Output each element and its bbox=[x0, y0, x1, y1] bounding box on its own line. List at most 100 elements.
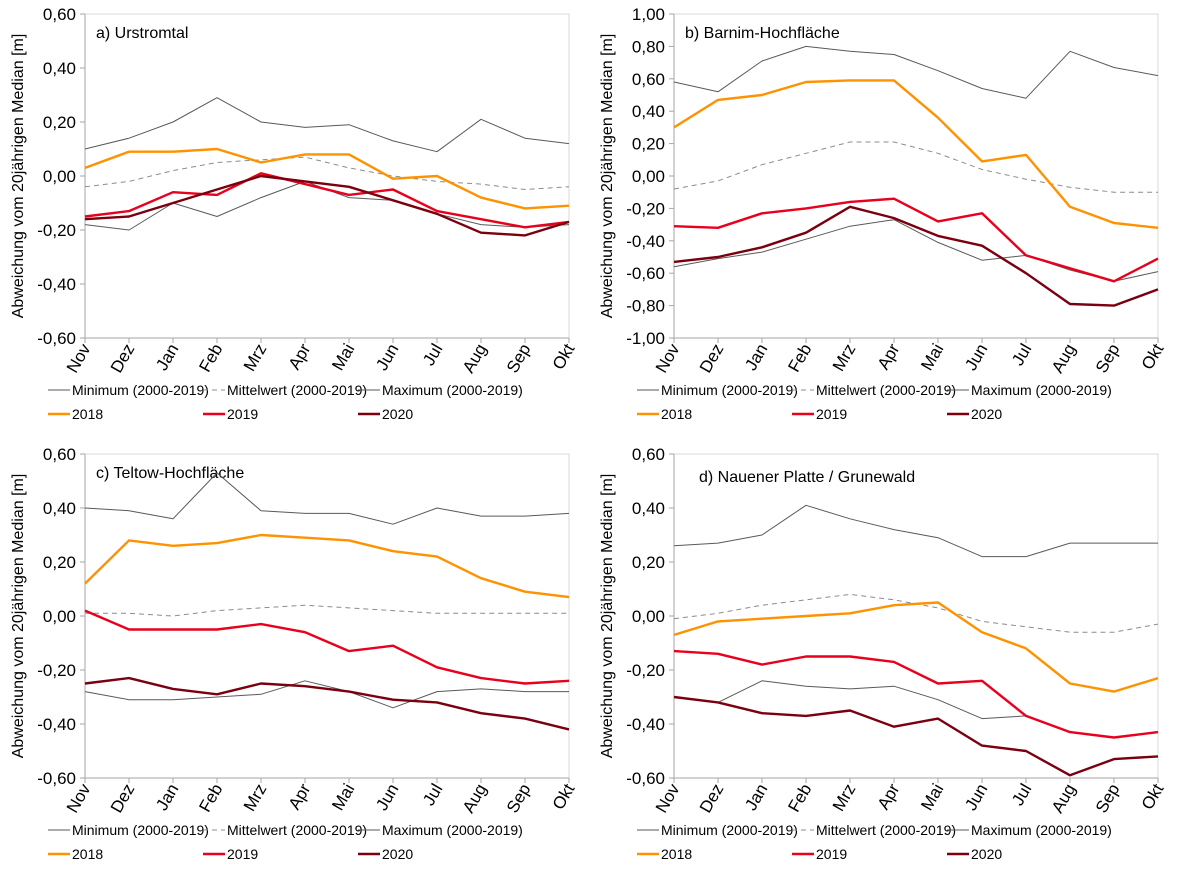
x-tick-label: Mrz bbox=[829, 341, 860, 375]
x-tick-label: Mai bbox=[328, 341, 358, 374]
y-tick-label: 0,00 bbox=[43, 167, 76, 186]
panel-title: d) Nauener Platte / Grunewald bbox=[699, 469, 915, 486]
y-tick-label: -0,60 bbox=[37, 769, 76, 788]
y-tick-label: 0,60 bbox=[632, 445, 665, 464]
y-tick-label: -0,20 bbox=[37, 661, 76, 680]
y-tick-label: 0,60 bbox=[43, 445, 76, 464]
y-tick-label: 1,00 bbox=[632, 5, 665, 24]
panel-title: b) Barnim-Hochfläche bbox=[685, 25, 840, 42]
series-line-2019 bbox=[673, 649, 1159, 739]
legend-label: Mittelwert (2000-2019) bbox=[227, 822, 367, 838]
x-tick-label: Jun bbox=[961, 781, 991, 814]
legend-label: Mittelwert (2000-2019) bbox=[816, 382, 956, 398]
x-tick-label: Mai bbox=[917, 781, 947, 814]
x-tick-label: Okt bbox=[549, 780, 579, 813]
y-tick-label: 0,20 bbox=[632, 135, 665, 154]
y-tick-label: 0,60 bbox=[632, 70, 665, 89]
y-tick-label: -0,20 bbox=[626, 199, 665, 218]
series-line-2020 bbox=[673, 205, 1159, 307]
legend-label: Minimum (2000-2019) bbox=[72, 382, 209, 398]
series-line-mittelwert-2000-2019 bbox=[85, 604, 569, 617]
series-line-maximum-2000-2019 bbox=[673, 45, 1159, 99]
legend-label: Maximum (2000-2019) bbox=[382, 382, 523, 398]
legend-label: 2020 bbox=[382, 846, 413, 862]
legend-label: 2018 bbox=[661, 406, 692, 422]
x-tick-label: Jul bbox=[419, 781, 446, 809]
series-line-maximum-2000-2019 bbox=[84, 472, 570, 525]
x-tick-label: Dez bbox=[107, 781, 139, 817]
x-tick-label: Sep bbox=[503, 341, 535, 377]
series-line-2019 bbox=[84, 609, 570, 685]
legend-label: Maximum (2000-2019) bbox=[382, 822, 523, 838]
legend-label: Minimum (2000-2019) bbox=[72, 822, 209, 838]
x-tick-label: Sep bbox=[1092, 341, 1124, 377]
series-line-mittelwert-2000-2019 bbox=[673, 593, 1159, 633]
series-line-minimum-2000-2019 bbox=[84, 680, 569, 709]
y-tick-label: 0,40 bbox=[43, 499, 76, 518]
y-tick-label: 0,20 bbox=[43, 553, 76, 572]
y-tick-label: 0,20 bbox=[632, 553, 665, 572]
x-tick-label: Jan bbox=[741, 341, 771, 374]
x-tick-label: Aug bbox=[1048, 781, 1080, 817]
x-tick-label: Dez bbox=[696, 341, 728, 377]
series-line-2019 bbox=[84, 172, 570, 229]
x-tick-label: Aug bbox=[1048, 341, 1080, 377]
y-tick-label: -0,80 bbox=[626, 297, 665, 316]
legend-label: Mittelwert (2000-2019) bbox=[816, 822, 956, 838]
x-tick-label: Jun bbox=[372, 341, 402, 374]
panel-title: a) Urstromtal bbox=[96, 25, 188, 42]
x-tick-label: Feb bbox=[195, 341, 226, 376]
x-tick-label: Jan bbox=[152, 341, 182, 374]
legend-label: Maximum (2000-2019) bbox=[971, 822, 1112, 838]
y-tick-label: 0,40 bbox=[632, 499, 665, 518]
x-tick-label: Aug bbox=[459, 341, 491, 377]
x-tick-label: Okt bbox=[1138, 780, 1168, 813]
x-tick-label: Jan bbox=[152, 781, 182, 814]
legend-label: 2020 bbox=[971, 406, 1002, 422]
series-line-2018 bbox=[673, 601, 1159, 693]
y-axis-title: Abweichung vom 20jährigen Median [m] bbox=[599, 474, 616, 759]
x-tick-label: Apr bbox=[874, 780, 904, 813]
legend-label: 2019 bbox=[816, 846, 847, 862]
plot-area bbox=[84, 453, 570, 779]
y-tick-label: -0,60 bbox=[626, 769, 665, 788]
series-line-2018 bbox=[84, 147, 570, 210]
chart-panel-b: 1,00 0,80 0,60 0,40 0,20 0,00 -0,20 -0,40 -0,60 -… bbox=[599, 5, 1168, 422]
plot-area bbox=[673, 453, 1159, 779]
x-tick-label: Feb bbox=[784, 341, 815, 376]
legend-label: 2020 bbox=[971, 846, 1002, 862]
x-tick-label: Dez bbox=[696, 781, 728, 817]
x-tick-label: Jan bbox=[741, 781, 771, 814]
series-line-minimum-2000-2019 bbox=[673, 219, 1159, 282]
legend-label: 2019 bbox=[816, 406, 847, 422]
series-line-mittelwert-2000-2019 bbox=[84, 156, 570, 190]
series-line-2020 bbox=[84, 174, 570, 237]
y-tick-label: -0,60 bbox=[626, 264, 665, 283]
x-tick-label: Mrz bbox=[829, 781, 860, 815]
y-tick-label: 0,80 bbox=[632, 37, 665, 56]
y-tick-label: 0,40 bbox=[632, 102, 665, 121]
x-tick-label: Jun bbox=[372, 781, 402, 814]
legend-label: Maximum (2000-2019) bbox=[971, 382, 1112, 398]
x-tick-label: Mai bbox=[328, 781, 358, 814]
y-tick-label: 0,40 bbox=[43, 59, 76, 78]
y-axis-title: Abweichung vom 20jährigen Median [m] bbox=[10, 474, 27, 759]
x-tick-label: Okt bbox=[1138, 340, 1168, 373]
x-tick-label: Mrz bbox=[240, 341, 271, 375]
legend-label: 2018 bbox=[661, 846, 692, 862]
plot-area bbox=[84, 13, 570, 339]
x-tick-label: Jul bbox=[419, 341, 446, 369]
x-tick-label: Jul bbox=[1008, 341, 1035, 369]
y-tick-label: -1,00 bbox=[626, 329, 665, 348]
x-tick-label: Apr bbox=[285, 780, 315, 813]
legend-label: Minimum (2000-2019) bbox=[661, 822, 798, 838]
x-tick-label: Jul bbox=[1008, 781, 1035, 809]
legend-label: 2020 bbox=[382, 406, 413, 422]
y-tick-label: -0,60 bbox=[37, 329, 76, 348]
series-line-2018 bbox=[84, 533, 570, 599]
y-tick-label: 0,00 bbox=[43, 607, 76, 626]
